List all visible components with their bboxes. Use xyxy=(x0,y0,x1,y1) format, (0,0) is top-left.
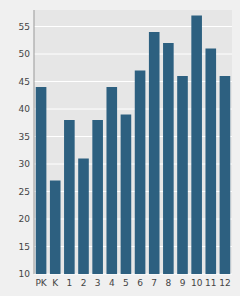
y-tick-label: 45 xyxy=(19,77,30,87)
chart-svg: 10152025303540455055PKK123456789101112 xyxy=(0,0,240,296)
bar xyxy=(64,120,75,274)
x-tick-label: 11 xyxy=(205,278,216,288)
x-tick-label: 7 xyxy=(151,278,157,288)
grid-line xyxy=(34,109,232,110)
y-tick-label: 10 xyxy=(19,269,31,279)
x-tick-label: 5 xyxy=(123,278,129,288)
chart-container: 10152025303540455055PKK123456789101112 xyxy=(0,0,240,296)
x-tick-label: 2 xyxy=(81,278,87,288)
grid-line xyxy=(34,246,232,247)
grid-line xyxy=(34,219,232,220)
grid-line xyxy=(34,191,232,192)
grid-line xyxy=(34,81,232,82)
x-tick-label: 3 xyxy=(95,278,101,288)
bar xyxy=(78,159,89,275)
x-tick-label: 6 xyxy=(137,278,143,288)
x-tick-label: K xyxy=(52,278,59,288)
bar xyxy=(163,43,174,274)
page: {"chart_data": {"type": "bar", "categori… xyxy=(0,0,240,296)
bar xyxy=(50,181,61,275)
y-tick-label: 40 xyxy=(19,104,31,114)
bar xyxy=(121,115,132,275)
x-tick-label: 10 xyxy=(191,278,203,288)
grid-line xyxy=(34,164,232,165)
bars xyxy=(36,16,230,275)
x-tick-label: 8 xyxy=(165,278,171,288)
x-tick-label: 4 xyxy=(109,278,115,288)
grid-line xyxy=(34,274,232,275)
y-axis-line xyxy=(34,10,35,274)
x-tick-label: PK xyxy=(35,278,47,288)
y-tick-label: 25 xyxy=(19,187,30,197)
y-tick-label: 30 xyxy=(19,159,31,169)
bar xyxy=(135,71,146,275)
bar xyxy=(106,87,117,274)
bar xyxy=(149,32,160,274)
x-tick-label: 12 xyxy=(219,278,230,288)
y-tick-label: 20 xyxy=(19,214,31,224)
y-tick-label: 15 xyxy=(19,242,30,252)
plot-area xyxy=(34,10,232,274)
y-tick-label: 50 xyxy=(19,49,31,59)
bar xyxy=(220,76,231,274)
grid xyxy=(34,27,232,275)
bar xyxy=(205,49,216,275)
bar xyxy=(92,120,103,274)
bar xyxy=(177,76,188,274)
y-tick-label: 35 xyxy=(19,132,30,142)
bar xyxy=(191,16,202,275)
grid-line xyxy=(34,136,232,137)
y-tick-label: 55 xyxy=(19,22,30,32)
bar xyxy=(36,87,47,274)
grid-line xyxy=(34,26,232,27)
x-tick-label: 1 xyxy=(66,278,72,288)
grid-line xyxy=(34,54,232,55)
x-tick-label: 9 xyxy=(180,278,186,288)
